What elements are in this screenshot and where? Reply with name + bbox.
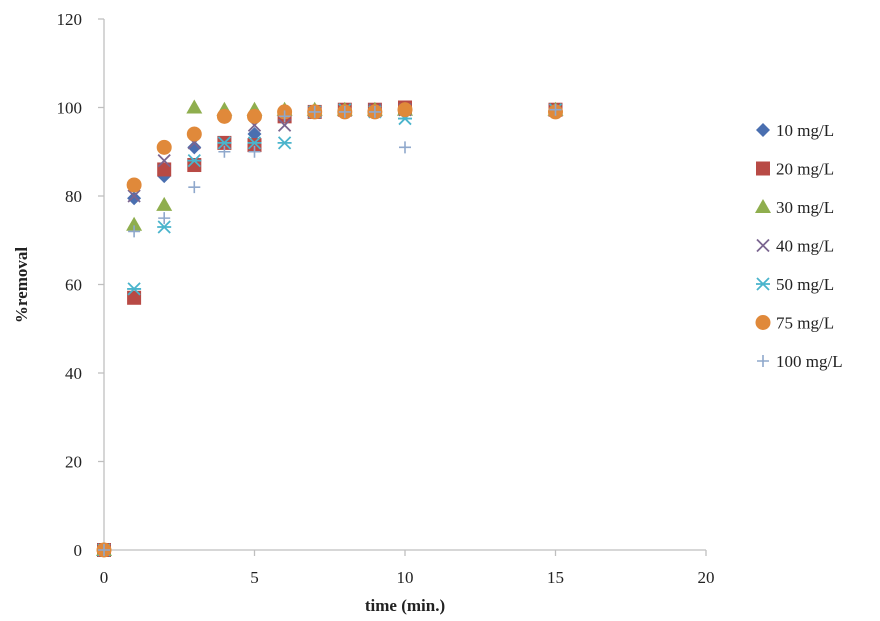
legend-label: 50 mg/L (776, 275, 834, 294)
data-point (247, 127, 262, 142)
data-point (156, 196, 173, 211)
legend-label: 75 mg/L (776, 314, 834, 333)
data-point (157, 153, 171, 168)
legend-swatch (756, 238, 770, 253)
data-point (247, 108, 262, 124)
data-point (308, 105, 321, 118)
data-point (187, 153, 202, 168)
axes: 0 20 40 60 80 100 120 0 5 10 15 20 (57, 10, 715, 587)
x-tick-label: 10 (397, 568, 414, 587)
y-tick-label: 20 (65, 453, 82, 472)
data-point (187, 140, 202, 155)
data-point (278, 110, 291, 123)
data-point (157, 162, 172, 177)
legend-label: 10 mg/L (776, 121, 834, 140)
legend-entry: 10 mg/L (756, 121, 834, 140)
data-point (127, 290, 142, 305)
data-point (248, 145, 261, 158)
legend-swatch (755, 315, 771, 330)
data-point (277, 118, 292, 132)
legend-label: 30 mg/L (776, 198, 834, 217)
data-point (338, 105, 351, 118)
data-point (247, 138, 262, 153)
data-point (277, 136, 292, 150)
data-point (186, 126, 202, 142)
legend-swatch (756, 161, 770, 176)
legend-entry: 40 mg/L (756, 237, 834, 256)
legend-entry: 50 mg/L (756, 275, 834, 294)
data-points (96, 99, 564, 558)
y-tick-label: 0 (74, 541, 83, 560)
legend-swatch (755, 199, 771, 213)
legend-label: 20 mg/L (776, 160, 834, 179)
legend-swatch (756, 123, 770, 137)
data-point (218, 145, 231, 158)
series-100-mg/l (98, 103, 562, 556)
legend-label: 100 mg/L (776, 352, 843, 371)
x-tick-label: 5 (250, 568, 259, 587)
data-point (549, 103, 562, 116)
legend-entry: 75 mg/L (755, 314, 834, 333)
y-tick-label: 60 (65, 276, 82, 295)
data-point (156, 139, 172, 155)
y-tick-label: 80 (65, 187, 82, 206)
series-20-mg/l (97, 100, 563, 557)
data-point (158, 212, 171, 225)
legend-entry: 30 mg/L (755, 198, 834, 217)
data-point (127, 189, 141, 203)
y-tick-label: 100 (57, 99, 83, 118)
data-point (128, 225, 141, 238)
y-tick-label: 40 (65, 364, 82, 383)
data-point (186, 99, 203, 114)
data-point (98, 544, 110, 556)
x-tick-label: 0 (100, 568, 109, 587)
data-point (247, 136, 262, 150)
data-point (188, 181, 201, 194)
data-point (126, 177, 142, 193)
data-point (187, 158, 202, 173)
legend-entry: 20 mg/L (756, 160, 834, 179)
data-point (368, 105, 381, 118)
legend: 10 mg/L 20 mg/L 30 mg/L 40 mg/L 50 mg/L 75 mg… (755, 121, 843, 371)
data-point (399, 141, 411, 154)
data-point (126, 216, 143, 231)
x-tick-label: 20 (698, 568, 715, 587)
data-point (127, 282, 142, 296)
legend-swatch (757, 355, 769, 367)
legend-entry: 100 mg/L (757, 352, 843, 371)
data-point (217, 136, 232, 150)
x-tick-label: 15 (547, 568, 564, 587)
y-tick-label: 120 (57, 10, 83, 29)
x-axis-title: time (min.) (365, 596, 445, 615)
legend-swatch (756, 277, 770, 291)
data-point (127, 191, 142, 206)
data-point (157, 220, 172, 234)
data-point (216, 108, 232, 124)
y-axis-title: %removal (12, 247, 31, 323)
data-point (397, 102, 413, 118)
legend-label: 40 mg/L (776, 237, 834, 256)
